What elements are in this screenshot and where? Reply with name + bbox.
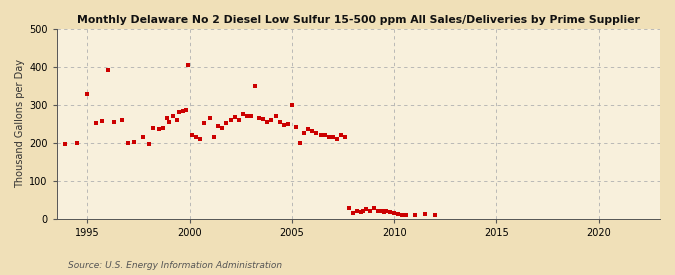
Point xyxy=(137,135,148,139)
Point xyxy=(299,131,310,136)
Point xyxy=(217,125,227,130)
Point xyxy=(356,210,367,214)
Point xyxy=(430,213,441,217)
Point xyxy=(290,125,301,129)
Point xyxy=(190,135,201,139)
Y-axis label: Thousand Gallons per Day: Thousand Gallons per Day xyxy=(15,59,25,188)
Point xyxy=(419,212,430,217)
Point xyxy=(164,120,175,124)
Text: Source: U.S. Energy Information Administration: Source: U.S. Energy Information Administ… xyxy=(68,260,281,270)
Point xyxy=(97,119,107,123)
Point xyxy=(373,209,383,214)
Point xyxy=(258,117,269,121)
Point xyxy=(225,118,236,122)
Point xyxy=(158,125,169,130)
Point xyxy=(238,112,248,116)
Point xyxy=(311,131,322,136)
Point xyxy=(242,114,252,118)
Point xyxy=(90,120,101,125)
Point xyxy=(323,135,334,139)
Point xyxy=(221,120,232,125)
Point xyxy=(282,122,293,126)
Point xyxy=(180,108,191,113)
Point xyxy=(348,211,358,215)
Point xyxy=(377,208,387,213)
Point xyxy=(186,133,197,138)
Point xyxy=(364,209,375,214)
Point xyxy=(327,135,338,139)
Point xyxy=(379,210,389,214)
Point xyxy=(129,139,140,144)
Point xyxy=(234,118,244,122)
Point xyxy=(401,213,412,217)
Point xyxy=(303,127,314,132)
Point xyxy=(213,123,223,128)
Point xyxy=(109,120,119,125)
Point xyxy=(147,125,158,130)
Point xyxy=(340,135,350,139)
Point xyxy=(153,127,164,132)
Point xyxy=(209,135,219,139)
Point xyxy=(369,206,379,210)
Point xyxy=(278,122,289,127)
Point xyxy=(103,67,113,72)
Point xyxy=(319,133,330,138)
Point xyxy=(307,129,318,134)
Title: Monthly Delaware No 2 Diesel Low Sulfur 15-500 ppm All Sales/Deliveries by Prime: Monthly Delaware No 2 Diesel Low Sulfur … xyxy=(77,15,640,25)
Point xyxy=(172,118,183,122)
Point xyxy=(360,207,371,212)
Point xyxy=(168,114,179,118)
Point xyxy=(385,210,396,214)
Point xyxy=(270,114,281,118)
Point xyxy=(409,213,420,217)
Point xyxy=(182,62,193,67)
Point xyxy=(117,118,128,122)
Point xyxy=(198,120,209,125)
Point xyxy=(82,92,92,97)
Point xyxy=(381,208,392,213)
Point xyxy=(331,137,342,141)
Point xyxy=(250,84,261,88)
Point xyxy=(162,116,173,120)
Point xyxy=(274,120,285,124)
Point xyxy=(262,120,273,124)
Point xyxy=(205,116,215,120)
Point xyxy=(393,212,404,217)
Point xyxy=(230,115,240,119)
Point xyxy=(254,116,265,120)
Point xyxy=(335,133,346,138)
Point xyxy=(123,141,134,145)
Point xyxy=(286,103,297,107)
Point xyxy=(295,141,306,145)
Point xyxy=(352,209,362,214)
Point xyxy=(397,213,408,217)
Point xyxy=(194,137,205,141)
Point xyxy=(72,141,82,145)
Point xyxy=(344,205,354,210)
Point xyxy=(389,211,400,215)
Point xyxy=(246,114,256,118)
Point xyxy=(59,142,70,146)
Point xyxy=(266,118,277,122)
Point xyxy=(143,142,154,146)
Point xyxy=(315,133,326,138)
Point xyxy=(174,110,185,115)
Point xyxy=(178,109,189,113)
Point xyxy=(358,208,369,213)
